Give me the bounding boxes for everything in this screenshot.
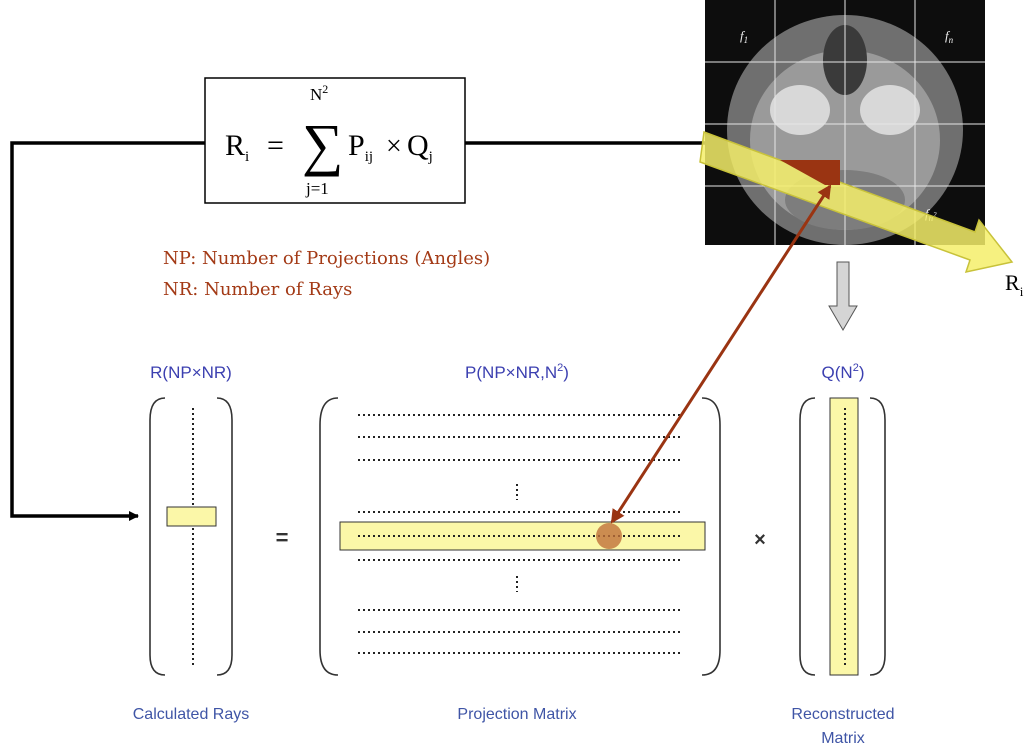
symbol: Q: [407, 129, 429, 162]
symbol: P: [348, 129, 365, 162]
sigma: ∑: [302, 112, 343, 177]
symbol: R: [225, 129, 245, 162]
ray-label: Ri: [1005, 270, 1024, 299]
matrix-q: [800, 398, 885, 675]
shape: [320, 398, 338, 675]
matrix-label: Q(N2): [822, 362, 865, 382]
bone: [860, 85, 920, 135]
equals: =: [267, 129, 284, 162]
shape: [870, 398, 885, 675]
feedback-arrow: [12, 143, 205, 516]
bone: [770, 85, 830, 135]
label-end: ): [859, 363, 865, 382]
shape: [800, 398, 815, 675]
matrix-p: [320, 398, 720, 675]
caption: Projection Matrix: [457, 706, 576, 723]
subscript: ij: [365, 149, 373, 165]
page: {"formula": {"r": "R", "r_sub": "i", "eq…: [0, 0, 1034, 751]
subscript: i: [245, 149, 249, 165]
operator: ×: [754, 529, 766, 551]
shape: [217, 398, 232, 675]
shape: [167, 507, 216, 526]
subscript: i: [1020, 284, 1024, 299]
symbol: N: [310, 85, 322, 104]
matrix-label: R(NP×NR): [150, 363, 232, 382]
subscript: n: [949, 35, 954, 45]
matrix-r: [150, 398, 232, 675]
matrix-label: P(NP×NR,N2): [465, 362, 569, 382]
symbol: R: [1005, 270, 1020, 295]
shape: [596, 523, 622, 549]
label-end: ): [563, 363, 569, 382]
label: P(NP×NR,N: [465, 363, 557, 382]
note: NP: Number of Projections (Angles): [163, 248, 490, 269]
diagram: Ri = ∑ N2 j=1 Pij × Qj NP: Number of Pro…: [0, 0, 1034, 751]
caption: Matrix: [821, 730, 865, 747]
caption: Reconstructed: [791, 706, 894, 723]
subscript: j: [428, 149, 433, 165]
down-arrow: [829, 262, 857, 330]
operator: =: [276, 525, 289, 550]
superscript: 2: [322, 82, 328, 96]
caption: Calculated Rays: [133, 706, 250, 723]
note: NR: Number of Rays: [163, 279, 352, 300]
subscript: 1: [744, 35, 749, 45]
shape: [150, 398, 165, 675]
times: ×: [386, 131, 402, 162]
sum-lower: j=1: [305, 179, 329, 198]
label: Q(N: [822, 363, 853, 382]
